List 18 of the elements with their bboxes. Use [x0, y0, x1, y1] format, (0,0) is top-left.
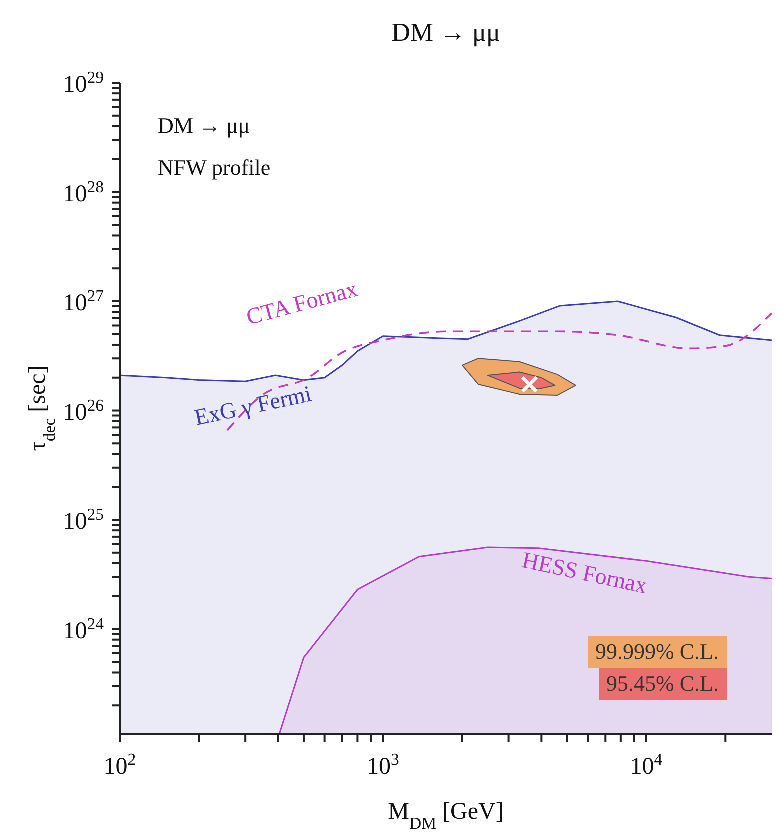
- series-label: ExG γ Fermi: [192, 381, 314, 430]
- annotation: NFW profile: [158, 155, 271, 181]
- x-tick-label: 10$^{2}$: [104, 750, 136, 780]
- y-tick-label: 10$^{27}$: [63, 286, 104, 317]
- y-tick-label: 10$^{26}$: [63, 395, 104, 426]
- y-tick-label: 10$^{25}$: [63, 504, 104, 536]
- annotation: DM → μμ: [158, 113, 250, 139]
- x-tick-label: 10$^{4}$: [630, 750, 664, 780]
- x-tick-label: 10$^{3}$: [367, 750, 400, 780]
- text: 99.999% C.L.: [588, 636, 727, 668]
- chart-title: DM → μμ: [390, 18, 502, 48]
- y-tick-label: 10$^{28}$: [63, 176, 104, 208]
- x-axis-title: M$_{DM}$ [GeV]: [388, 799, 504, 832]
- y-tick-label: 10$^{29}$: [63, 68, 104, 98]
- y-tick-label: 10$^{24}$: [63, 614, 105, 644]
- series-label: HESS Fornax: [520, 548, 650, 599]
- text: CTA Fornax: [244, 276, 361, 330]
- text: 95.45% C.L.: [598, 668, 727, 700]
